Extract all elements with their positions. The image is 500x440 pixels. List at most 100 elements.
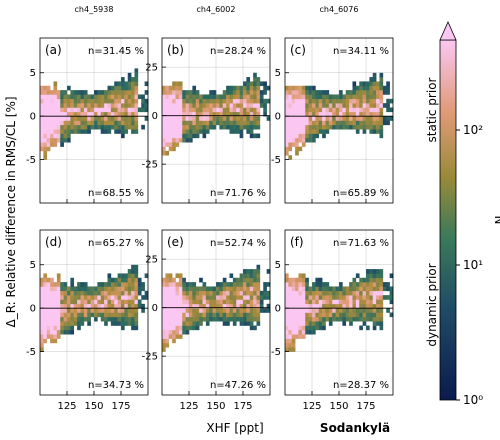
heatmap-cell	[349, 111, 353, 117]
heatmap-cell	[121, 116, 125, 121]
heatmap-cell	[308, 137, 313, 143]
heatmap-cell	[362, 85, 367, 91]
heatmap-cell	[345, 303, 350, 309]
heatmap-cell	[322, 316, 326, 322]
heatmap-cell	[259, 94, 264, 100]
heatmap-cell	[185, 299, 190, 305]
n-bottom-label: n=28.37 %	[333, 380, 389, 391]
heatmap-cell	[46, 286, 51, 292]
heatmap-cell	[253, 94, 257, 100]
heatmap-cell	[202, 290, 207, 296]
heatmap-cell	[73, 107, 78, 113]
heatmap-cell	[229, 286, 234, 292]
heatmap-cell	[298, 103, 303, 108]
heatmap-cell	[124, 107, 129, 113]
heatmap-cell	[335, 286, 340, 292]
heatmap-cell	[256, 107, 261, 113]
heatmap-cell	[175, 308, 180, 313]
heatmap-cell	[131, 103, 135, 108]
heatmap-cell	[60, 329, 64, 335]
heatmap-cell	[117, 303, 122, 309]
heatmap-cell	[219, 286, 224, 292]
heatmap-cell	[259, 303, 264, 309]
heatmap-cell	[372, 129, 377, 134]
heatmap-cell	[162, 90, 166, 95]
heatmap-cell	[359, 316, 363, 322]
heatmap-cell	[288, 137, 293, 143]
heatmap-cell	[131, 264, 135, 270]
heatmap-cell	[127, 316, 132, 322]
heatmap-cell	[335, 308, 340, 313]
heatmap-cell	[131, 308, 135, 313]
heatmap-cell	[117, 312, 122, 318]
heatmap-cell	[318, 286, 323, 292]
heatmap-cell	[162, 282, 166, 287]
heatmap-cell	[110, 316, 115, 322]
heatmap-cell	[195, 124, 200, 130]
heatmap-cell	[308, 85, 313, 91]
heatmap-cell	[165, 98, 170, 104]
heatmap-cell	[259, 308, 264, 313]
heatmap-cell	[87, 107, 91, 113]
heatmap-cell	[189, 137, 193, 143]
heatmap-cell	[342, 299, 347, 305]
heatmap-cell	[253, 290, 257, 296]
heatmap-cell	[165, 120, 170, 126]
heatmap-cell	[301, 142, 306, 147]
heatmap-cell	[199, 111, 203, 117]
heatmap-cell	[285, 334, 289, 339]
heatmap-cell	[315, 295, 320, 300]
heatmap-cell	[232, 295, 237, 300]
heatmap-cell	[195, 98, 200, 104]
heatmap-cell	[312, 103, 316, 108]
heatmap-cell	[291, 124, 296, 130]
heatmap-cell	[246, 295, 251, 300]
heatmap-cell	[205, 316, 210, 322]
heatmap-cell	[87, 299, 91, 305]
heatmap-cell	[172, 290, 176, 296]
y-tick-label: 0	[30, 112, 36, 123]
heatmap-cell	[199, 303, 203, 309]
heatmap-cell	[291, 329, 296, 335]
heatmap-cell	[162, 303, 166, 309]
heatmap-cell	[104, 116, 108, 121]
heatmap-cell	[121, 90, 125, 95]
heatmap-cell	[172, 103, 176, 108]
heatmap-cell	[285, 347, 289, 352]
heatmap-cell	[236, 299, 240, 305]
heatmap-cell	[192, 116, 197, 121]
heatmap-cell	[285, 338, 289, 344]
heatmap-cell	[301, 329, 306, 335]
heatmap-cell	[137, 107, 142, 113]
heatmap-cell	[355, 316, 360, 322]
heatmap-cell	[312, 299, 316, 305]
heatmap-cell	[60, 321, 64, 326]
heatmap-cell	[172, 90, 176, 95]
heatmap-cell	[199, 286, 203, 292]
heatmap-cell	[349, 308, 353, 313]
heatmap-cell	[322, 98, 326, 104]
heatmap-cell	[253, 77, 257, 82]
heatmap-cell	[53, 321, 58, 326]
heatmap-cell	[205, 303, 210, 309]
heatmap-cell	[301, 303, 306, 309]
heatmap-cell	[114, 85, 118, 91]
heatmap-cell	[195, 120, 200, 126]
heatmap-cell	[77, 129, 81, 134]
heatmap-cell	[305, 321, 309, 326]
heatmap-cell	[335, 316, 340, 322]
heatmap-cell	[175, 137, 180, 143]
heatmap-cell	[339, 90, 343, 95]
heatmap-cell	[162, 308, 166, 313]
heatmap-cell	[308, 325, 313, 331]
heatmap-cell	[236, 308, 240, 313]
heatmap-cell	[70, 120, 75, 126]
heatmap-cell	[117, 116, 122, 121]
heatmap-cell	[205, 129, 210, 134]
heatmap-cell	[229, 290, 234, 296]
heatmap-cell	[288, 308, 293, 313]
heatmap-cell	[60, 282, 64, 287]
heatmap-cell	[114, 299, 118, 305]
heatmap-cell	[266, 308, 271, 313]
heatmap-cell	[266, 303, 271, 309]
